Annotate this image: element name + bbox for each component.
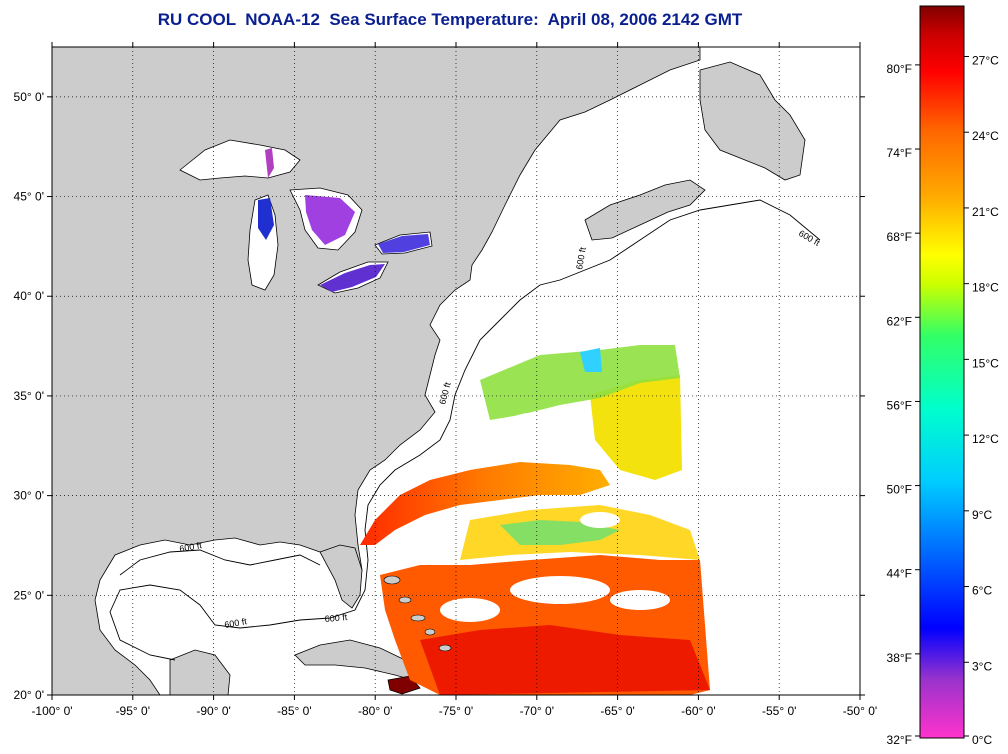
land-bahamas <box>383 575 452 652</box>
colorbar-label-fahrenheit: 50°F <box>887 483 912 497</box>
contour-label-5: 600 ft <box>224 616 248 630</box>
colorbar-label-fahrenheit: 80°F <box>887 62 912 76</box>
lake-michigan-sst <box>258 198 274 240</box>
land-newfoundland <box>699 61 806 181</box>
sst-swath-green-region <box>480 345 680 420</box>
colorbar-label-celsius: 9°C <box>972 508 992 522</box>
colorbar-label-celsius: 3°C <box>972 659 992 673</box>
bathymetry-contour-600ft <box>109 199 821 661</box>
colorbar-label-fahrenheit: 62°F <box>887 314 912 328</box>
lon-tick-label: -90° 0' <box>196 704 230 718</box>
colorbar-label-celsius: 0°C <box>972 733 992 747</box>
lon-tick-label: -55° 0' <box>762 704 796 718</box>
colorbar-label-fahrenheit: 44°F <box>887 567 912 581</box>
contour-label-6: 600 ft <box>324 612 348 624</box>
sst-colorbar <box>919 5 965 739</box>
lon-tick-label: -80° 0' <box>358 704 392 718</box>
contour-label-2: 600 ft <box>574 246 588 270</box>
land-nova-scotia <box>584 179 706 241</box>
lat-tick-label: 35° 0' <box>14 389 44 403</box>
colorbar-label-fahrenheit: 74°F <box>887 146 912 160</box>
land-north-america <box>52 47 701 695</box>
lake-superior-sst <box>265 148 274 178</box>
land-yucatan <box>169 649 231 695</box>
lat-tick-label: 50° 0' <box>14 90 44 104</box>
lon-tick-label: -75° 0' <box>439 704 473 718</box>
sst-swath <box>360 345 710 695</box>
lake-erie-sst <box>320 264 385 292</box>
colorbar-label-fahrenheit: 68°F <box>887 230 912 244</box>
colorbar-label-fahrenheit: 56°F <box>887 398 912 412</box>
lat-tick-label: 25° 0' <box>14 588 44 602</box>
lake-huron-sst <box>305 195 355 245</box>
lon-tick-label: -95° 0' <box>116 704 150 718</box>
colorbar-label-celsius: 27°C <box>972 53 999 67</box>
lon-tick-label: -100° 0' <box>31 704 72 718</box>
lon-tick-label: -50° 0' <box>843 704 877 718</box>
sst-swath-south-hot <box>420 625 710 695</box>
colorbar-label-celsius: 24°C <box>972 129 999 143</box>
colorbar-label-celsius: 12°C <box>972 432 999 446</box>
colorbar-label-celsius: 6°C <box>972 584 992 598</box>
lon-tick-label: -70° 0' <box>520 704 554 718</box>
lat-tick-label: 40° 0' <box>14 289 44 303</box>
lake-ontario-sst <box>378 234 430 253</box>
colorbar-labels: 27°C 24°C 21°C 18°C 15°C 12°C 9°C 6°C 3°C 0°C 80°F… <box>887 53 1000 747</box>
bathymetry-contour-gulf <box>119 549 321 576</box>
contour-label-4: 600 ft <box>179 540 203 554</box>
sst-swath-gulf-stream <box>360 462 610 545</box>
lon-tick-label: -65° 0' <box>600 704 634 718</box>
colorbar-label-fahrenheit: 38°F <box>887 651 912 665</box>
lat-tick-label: 30° 0' <box>14 489 44 503</box>
lat-tick-label: 20° 0' <box>14 688 44 702</box>
lat-tick-label: 45° 0' <box>14 190 44 204</box>
sst-swath-cyan-patch <box>580 348 602 372</box>
colorbar-label-celsius: 21°C <box>972 205 999 219</box>
colorbar-label-fahrenheit: 32°F <box>887 733 912 747</box>
lon-tick-label: -60° 0' <box>681 704 715 718</box>
map-title: RU COOL NOAA-12 Sea Surface Temperature:… <box>157 10 743 29</box>
colorbar-label-celsius: 15°C <box>972 356 999 370</box>
sst-swath-yellow-region <box>590 375 682 480</box>
colorbar-label-celsius: 18°C <box>972 281 999 295</box>
lon-tick-label: -85° 0' <box>277 704 311 718</box>
map-axes: 20° 0' 25° 0' 30° 0' 35° 0' 40° 0' 45° 0' 50° … <box>14 42 877 718</box>
cloud-gaps <box>440 412 680 622</box>
